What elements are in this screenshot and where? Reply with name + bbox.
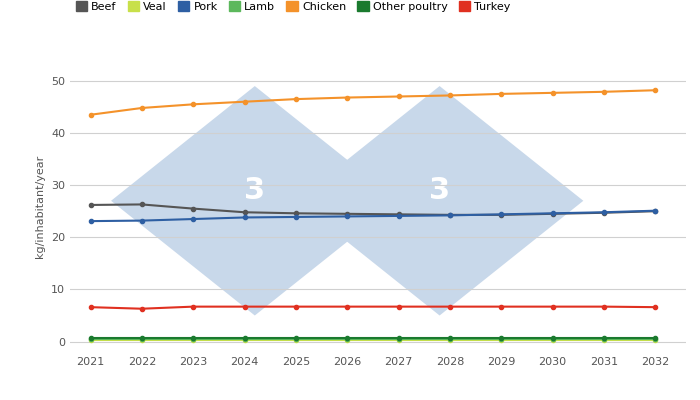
Polygon shape [111, 86, 398, 316]
Legend: Beef, Veal, Pork, Lamb, Chicken, Other poultry, Turkey: Beef, Veal, Pork, Lamb, Chicken, Other p… [76, 1, 511, 12]
Polygon shape [296, 86, 583, 316]
Text: 3: 3 [429, 176, 450, 205]
Y-axis label: kg/inhabitant/year: kg/inhabitant/year [36, 154, 46, 258]
Text: 3: 3 [244, 176, 265, 205]
